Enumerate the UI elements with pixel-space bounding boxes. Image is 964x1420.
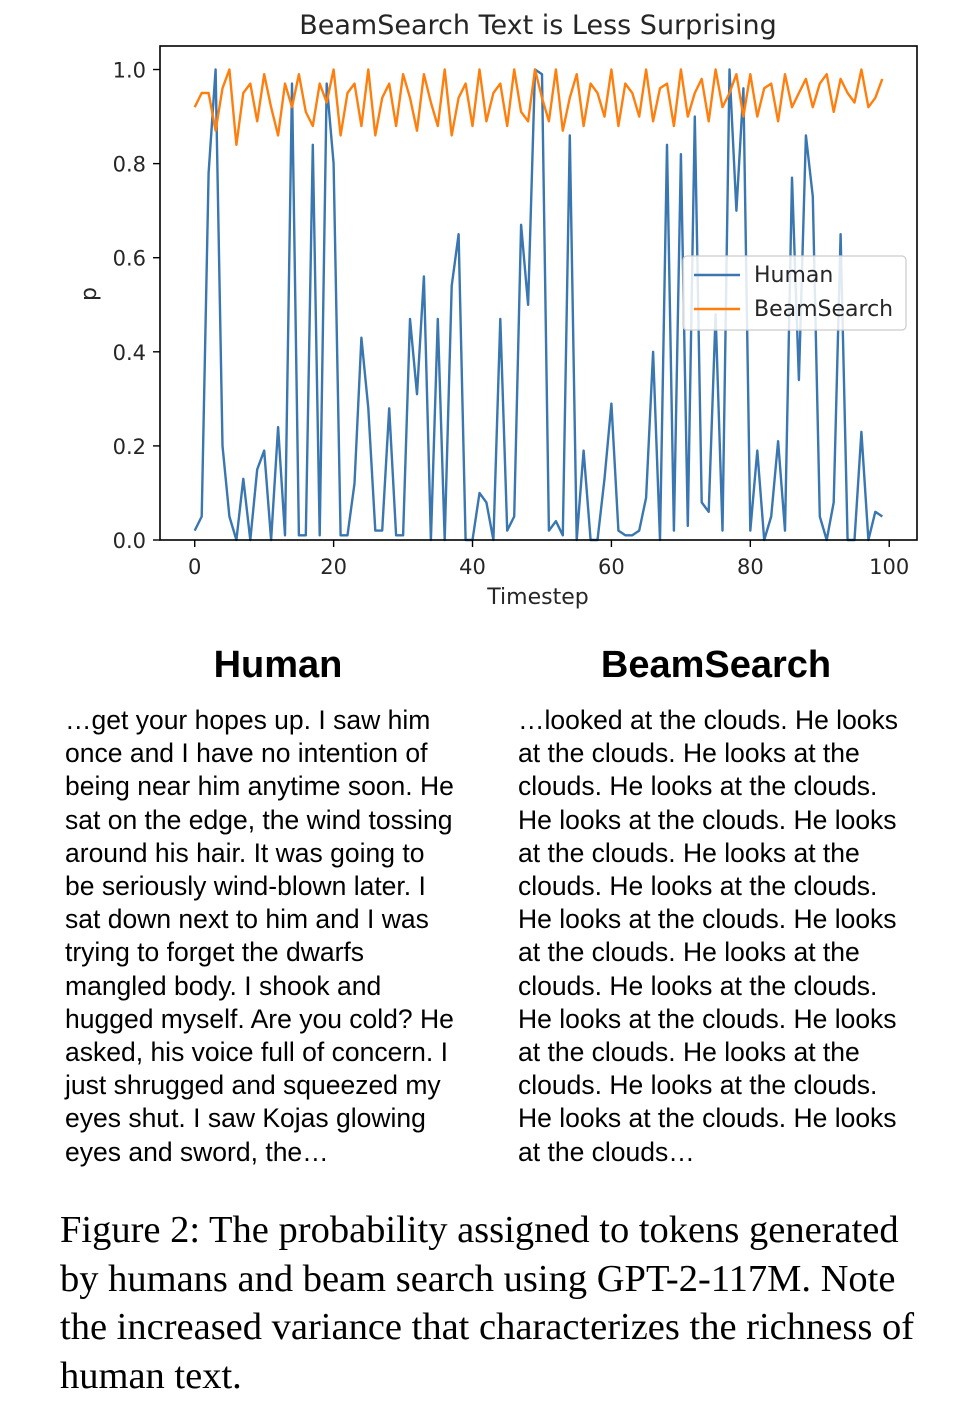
- legend-label-human: Human: [754, 263, 833, 288]
- human-text-line: sat on the edge, the wind tossing: [65, 804, 453, 835]
- beamsearch-column-title: BeamSearch: [600, 644, 832, 686]
- human-text-line: asked, his voice full of concern. I: [65, 1037, 448, 1068]
- human-sample-text: …get your hopes up. I saw him once and I …: [65, 704, 454, 1169]
- caption-line: Figure 2: The probability assigned to to…: [60, 1209, 899, 1251]
- x-tick-label: 60: [598, 555, 625, 579]
- beamsearch-text-line: clouds. He looks at the clouds.: [518, 871, 878, 902]
- human-text-line: once and I have no intention of: [65, 738, 428, 769]
- beamsearch-text-line: …looked at the clouds. He looks: [518, 705, 899, 735]
- y-tick-label: 0.4: [113, 341, 146, 365]
- beamsearch-text-line: at the clouds…: [518, 1136, 695, 1167]
- y-tick-label: 0.8: [113, 153, 146, 177]
- plot-lines: [193, 68, 884, 542]
- beamsearch-text-line: He looks at the clouds. He looks: [518, 904, 897, 935]
- chart-title: BeamSearch Text is Less Surprising: [299, 10, 776, 41]
- y-axis: 0.0 0.2 0.4 0.6 0.8 1.0: [113, 59, 160, 553]
- human-text-line: …get your hopes up. I saw him: [65, 705, 431, 735]
- human-text-line: sat down next to him and I was: [65, 904, 429, 935]
- x-axis: 0 20 40 60 80 100: [188, 540, 909, 579]
- beamsearch-text-line: He looks at the clouds. He looks: [518, 1003, 897, 1034]
- human-text-line: trying to forget the dwarfs: [65, 937, 365, 968]
- x-axis-label: Timestep: [486, 585, 588, 610]
- caption-line: the increased variance that characterize…: [60, 1306, 915, 1348]
- y-axis-label: p: [77, 287, 102, 301]
- human-text-line: be seriously wind-blown later. I: [65, 871, 426, 902]
- caption-line: by humans and beam search using GPT-2-11…: [60, 1257, 896, 1300]
- y-tick-label: 0.0: [113, 529, 146, 553]
- x-tick-label: 20: [320, 555, 347, 579]
- beamsearch-text-line: at the clouds. He looks at the: [518, 738, 860, 769]
- x-tick-label: 0: [188, 555, 201, 579]
- x-tick-label: 40: [459, 555, 486, 579]
- beamsearch-text-line: at the clouds. He looks at the: [518, 837, 860, 868]
- beamsearch-text-line: at the clouds. He looks at the: [518, 1037, 860, 1068]
- human-column-title: Human: [213, 644, 343, 686]
- beamsearch-text-line: clouds. He looks at the clouds.: [518, 970, 878, 1001]
- y-tick-label: 1.0: [113, 59, 146, 83]
- human-text-line: around his hair. It was going to: [65, 837, 425, 868]
- human-text-line: just shrugged and squeezed my: [65, 1070, 441, 1101]
- y-tick-label: 0.6: [113, 247, 146, 271]
- beamsearch-text-line: He looks at the clouds. He looks: [518, 1103, 897, 1134]
- series-line-beamsearch: [193, 68, 884, 147]
- chart-legend: Human BeamSearch: [682, 255, 907, 331]
- beamsearch-sample-text: …looked at the clouds. He looks at the cl…: [518, 704, 898, 1169]
- x-tick-label: 100: [869, 555, 909, 579]
- beamsearch-text-line: clouds. He looks at the clouds.: [518, 1070, 878, 1101]
- plot-frame: [159, 45, 918, 541]
- human-text-line: eyes shut. I saw Kojas glowing: [65, 1103, 426, 1134]
- human-text-line: being near him anytime soon. He: [65, 771, 454, 802]
- caption-line: human text.: [60, 1354, 242, 1397]
- series-line-human: [193, 68, 883, 542]
- beamsearch-text-line: clouds. He looks at the clouds.: [518, 771, 878, 802]
- legend-label-beamsearch: BeamSearch: [754, 297, 893, 322]
- figure-caption: Figure 2: The probability assigned to to…: [60, 1206, 940, 1400]
- human-text-line: hugged myself. Are you cold? He: [65, 1003, 454, 1034]
- human-text-line: mangled body. I shook and: [65, 970, 382, 1001]
- probability-chart: BeamSearch Text is Less Surprising 0 20 40…: [77, 10, 918, 610]
- x-tick-label: 80: [737, 555, 764, 579]
- beamsearch-text-line: at the clouds. He looks at the: [518, 937, 860, 968]
- beamsearch-text-line: He looks at the clouds. He looks: [518, 804, 897, 835]
- human-text-line: eyes and sword, the…: [65, 1136, 329, 1167]
- y-tick-label: 0.2: [113, 435, 146, 459]
